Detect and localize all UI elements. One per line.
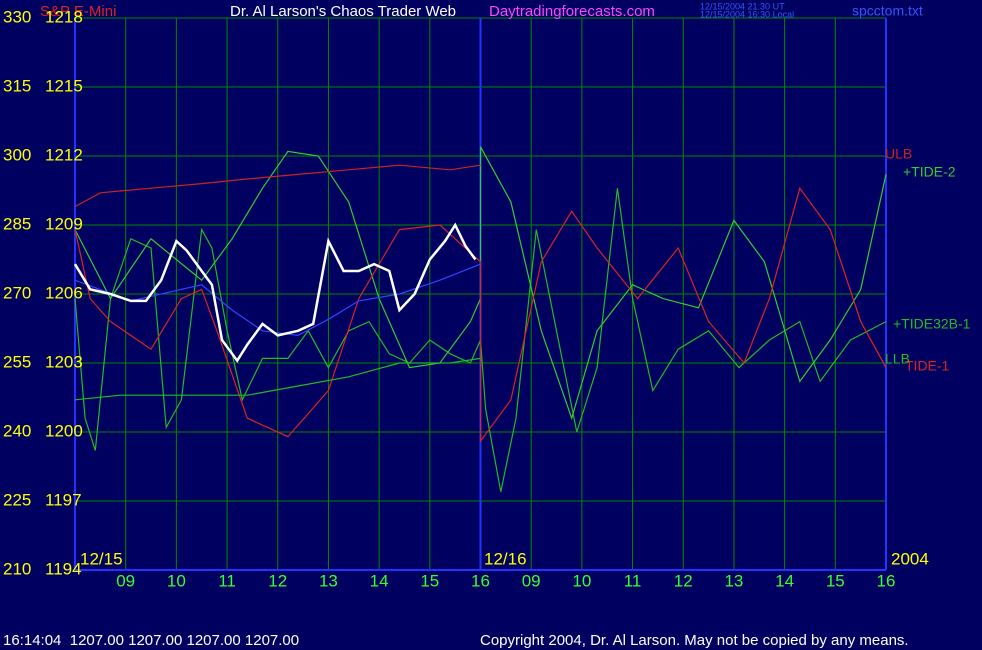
x-tick-label: 12 [268,571,287,590]
copyright: Copyright 2004, Dr. Al Larson. May not b… [480,632,909,649]
x-tick-label: 14 [775,571,794,590]
y-tick-label: 270 [3,283,31,302]
x-tick-label: 13 [724,571,743,590]
y2-tick-label: 1215 [45,76,83,95]
series-line [74,263,481,337]
series-label: +TIDE-2 [903,164,956,180]
series-line [74,186,887,444]
date-label: 2004 [891,549,929,568]
series-name: S&P E-Mini [40,3,116,20]
x-tick-label: 15 [420,571,439,590]
y-tick-label: 285 [3,214,31,233]
y2-tick-label: 1200 [45,421,83,440]
series-line [74,164,481,208]
y-tick-label: 225 [3,490,31,509]
y2-tick-label: 1218 [45,7,83,26]
file-name: spcctom.txt [852,3,923,19]
date-label: 12/16 [484,549,527,568]
series-line [74,357,481,401]
series-label: +TIDE32B-1 [893,316,971,332]
y2-tick-label: 1194 [45,559,82,578]
y-tick-label: 255 [3,352,31,371]
x-tick-label: 16 [877,571,896,590]
x-tick-label: 09 [116,571,135,590]
y2-tick-label: 1209 [45,214,83,233]
x-tick-label: 11 [624,571,642,590]
y2-tick-label: 1212 [45,145,83,164]
y-tick-label: 315 [3,76,31,95]
x-tick-label: 14 [370,571,389,590]
series-label: TIDE-1 [905,358,950,374]
y2-tick-label: 1206 [45,283,83,302]
x-tick-label: 13 [319,571,338,590]
chart-title: Dr. Al Larson's Chaos Trader Web [230,3,456,20]
site: Daytradingforecasts.com [489,3,655,20]
y-tick-label: 240 [3,421,31,440]
y-tick-label: 210 [3,559,31,578]
x-tick-label: 10 [167,571,186,590]
y-tick-label: 300 [3,145,31,164]
x-tick-label: 11 [218,571,236,590]
y2-tick-label: 1203 [45,352,83,371]
series-label: LLB [885,351,910,367]
x-tick-label: 12 [674,571,693,590]
x-tick-label: 16 [471,571,490,590]
x-tick-label: 10 [572,571,591,590]
timestamp: 12/15/2004 16:30 Local [700,9,794,19]
series-line [74,188,887,492]
series-line [73,222,477,363]
x-tick-label: 09 [522,571,541,590]
series-line [74,146,887,421]
series-label: ULB [885,146,912,162]
date-label: 12/15 [80,549,123,568]
y-tick-label: 330 [3,7,31,26]
y2-tick-label: 1197 [45,490,82,509]
x-tick-label: 15 [826,571,845,590]
timestamp: 12/15/2004 21:30 UT [700,1,785,11]
status: 16:14:04 1207.00 1207.00 1207.00 1207.00 [3,632,299,649]
